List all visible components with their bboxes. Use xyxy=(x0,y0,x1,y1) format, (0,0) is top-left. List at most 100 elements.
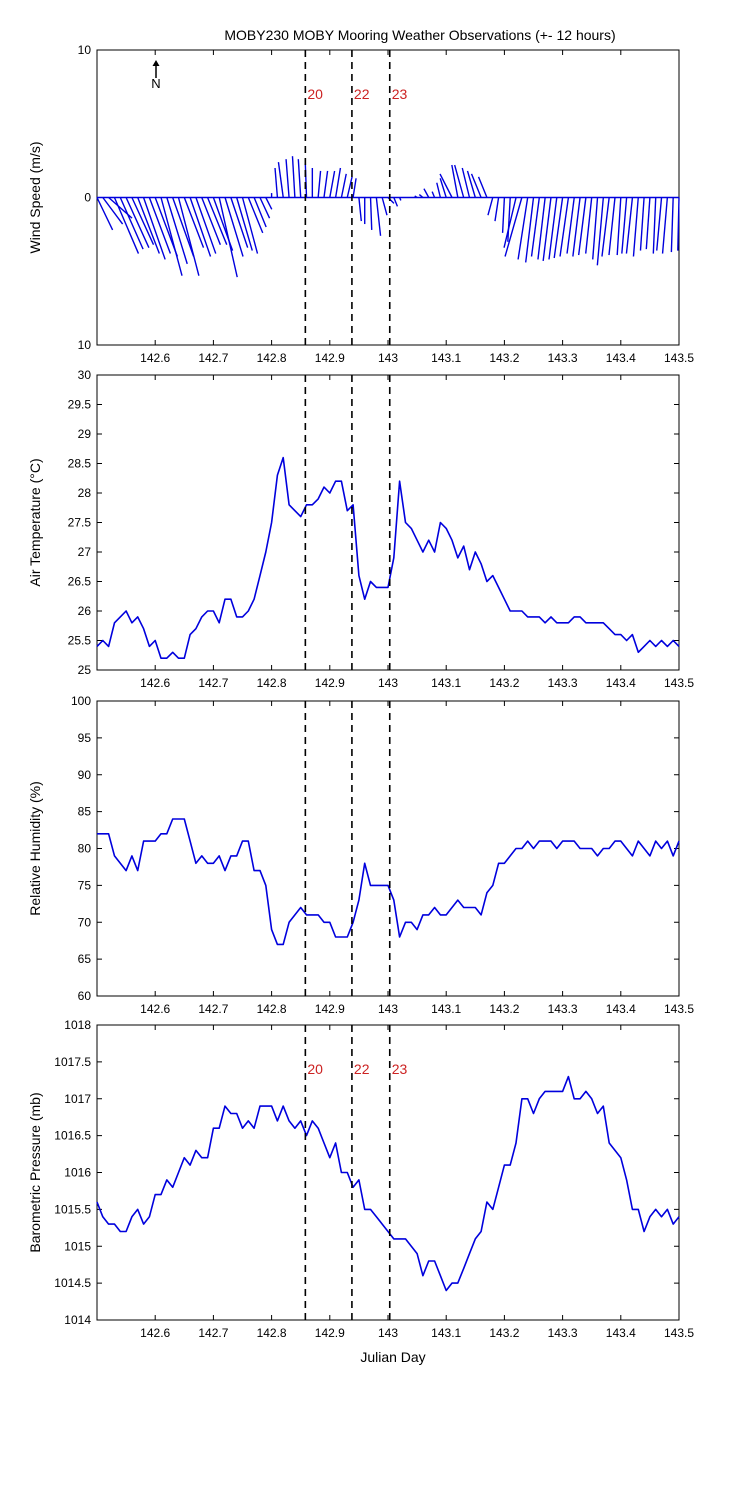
y-tick-label: 1016.5 xyxy=(54,1129,91,1143)
x-tick-label: 142.7 xyxy=(198,676,228,690)
event-marker-label: 20 xyxy=(307,86,323,102)
wind-stick xyxy=(487,197,494,216)
wind-stick xyxy=(346,176,353,198)
event-marker-label: 23 xyxy=(392,86,408,102)
x-tick-label: 143.4 xyxy=(606,676,636,690)
event-marker-label: 23 xyxy=(392,1061,408,1077)
y-tick-label: 26 xyxy=(78,604,92,618)
wind-stick xyxy=(601,197,610,257)
wind-stick xyxy=(259,197,271,219)
wind-stick xyxy=(548,197,558,260)
y-axis-label: Relative Humidity (%) xyxy=(27,781,43,916)
wind-stick xyxy=(494,197,500,222)
chart-panels: 142.6 142.7 142.8 142.9 143 143.1 143.2 143.3 14… xyxy=(27,43,694,1340)
data-line xyxy=(96,456,680,660)
data-line xyxy=(97,818,680,946)
x-tick-label: 143.3 xyxy=(548,351,578,365)
x-axis-label: Julian Day xyxy=(360,1349,425,1365)
y-axis-label: Barometric Pressure (mb) xyxy=(27,1092,43,1252)
y-tick-label: 25 xyxy=(78,663,92,677)
wind-stick xyxy=(677,197,680,251)
wind-stick xyxy=(652,197,657,254)
x-tick-label: 142.9 xyxy=(315,1002,345,1016)
wind-stick xyxy=(670,197,674,253)
wind-stick xyxy=(148,197,172,254)
wind-stick xyxy=(608,197,616,256)
x-tick-label: 143.1 xyxy=(431,351,461,365)
x-tick-label: 143.2 xyxy=(489,1002,519,1016)
wind-stick xyxy=(102,197,124,225)
wind-stick xyxy=(96,197,114,231)
wind-stick xyxy=(183,197,205,248)
wind-stick xyxy=(274,167,279,198)
wind-stick xyxy=(206,197,228,245)
x-tick-label: 143.4 xyxy=(606,351,636,365)
wind-stick xyxy=(559,197,570,257)
wind-stick xyxy=(625,197,634,254)
x-tick-label: 142.7 xyxy=(198,1326,228,1340)
wind-stick xyxy=(517,197,529,260)
wind-stick xyxy=(352,178,357,198)
wind-stick xyxy=(632,197,639,257)
wind-stick xyxy=(418,194,424,199)
x-tick-label: 142.8 xyxy=(257,676,287,690)
y-tick-label: 29 xyxy=(78,427,92,441)
x-tick-label: 142.7 xyxy=(198,351,228,365)
wind-stick xyxy=(661,197,669,254)
wind-stick xyxy=(113,197,140,254)
y-tick-label: 85 xyxy=(78,805,92,819)
y-tick-label: 25.5 xyxy=(68,634,92,648)
wind-stick xyxy=(507,197,511,242)
wind-stick xyxy=(572,197,581,257)
y-tick-label: 1018 xyxy=(64,1018,91,1032)
wind-stick xyxy=(503,197,517,248)
wind-stick xyxy=(585,197,593,254)
event-marker-label: 20 xyxy=(307,1061,323,1077)
y-axis-label: Wind Speed (m/s) xyxy=(27,141,43,253)
wind-stick xyxy=(340,173,347,198)
wind-stick xyxy=(398,197,402,201)
y-tick-label: 0 xyxy=(84,191,91,205)
y-tick-label: 70 xyxy=(78,915,92,929)
wind-stick xyxy=(470,173,482,198)
wind-stick xyxy=(466,170,476,198)
y-tick-label: 27.5 xyxy=(68,516,92,530)
y-tick-label: 75 xyxy=(78,878,92,892)
wind-stick xyxy=(166,197,188,265)
data-line xyxy=(96,1075,680,1292)
wind-stick xyxy=(525,197,535,263)
wind-stick xyxy=(645,197,651,250)
wind-stick xyxy=(381,197,388,216)
wind-stick xyxy=(304,163,308,198)
x-tick-label: 142.6 xyxy=(140,1326,170,1340)
x-tick-label: 143 xyxy=(378,1326,398,1340)
y-tick-label: 1014 xyxy=(64,1313,91,1327)
wind-stick xyxy=(201,197,222,245)
x-tick-label: 143.4 xyxy=(606,1002,636,1016)
wind-stick xyxy=(566,197,575,254)
y-tick-label: 1014.5 xyxy=(54,1276,91,1290)
wind-stick xyxy=(537,197,546,260)
chart-panel-1: 142.6 142.7 142.8 142.9 143 143.1 143.2 143.3 14… xyxy=(27,43,694,365)
wind-stick xyxy=(393,197,399,207)
wind-stick xyxy=(461,167,471,198)
wind-stick xyxy=(501,197,506,233)
wind-stick xyxy=(285,159,290,198)
wind-stick xyxy=(247,197,264,234)
wind-stick xyxy=(621,197,628,254)
wind-stick xyxy=(477,176,488,198)
x-tick-label: 143 xyxy=(378,351,398,365)
x-tick-label: 143.5 xyxy=(664,1326,694,1340)
wind-stick xyxy=(369,197,373,230)
chart-panel-4: 142.6 142.7 142.8 142.9 143 143.1 143.2 143.3 14… xyxy=(27,1018,694,1340)
wind-stick xyxy=(553,197,564,259)
wind-stick xyxy=(291,156,296,198)
x-tick-label: 142.8 xyxy=(257,1002,287,1016)
wind-stick xyxy=(195,197,217,254)
wind-stick xyxy=(656,197,663,251)
wind-stick xyxy=(329,170,336,198)
x-tick-label: 142.7 xyxy=(198,1002,228,1016)
chart-panel-2: 142.6 142.7 142.8 142.9 143 143.1 143.2 143.3 14… xyxy=(27,368,694,690)
wind-stick xyxy=(334,167,342,198)
